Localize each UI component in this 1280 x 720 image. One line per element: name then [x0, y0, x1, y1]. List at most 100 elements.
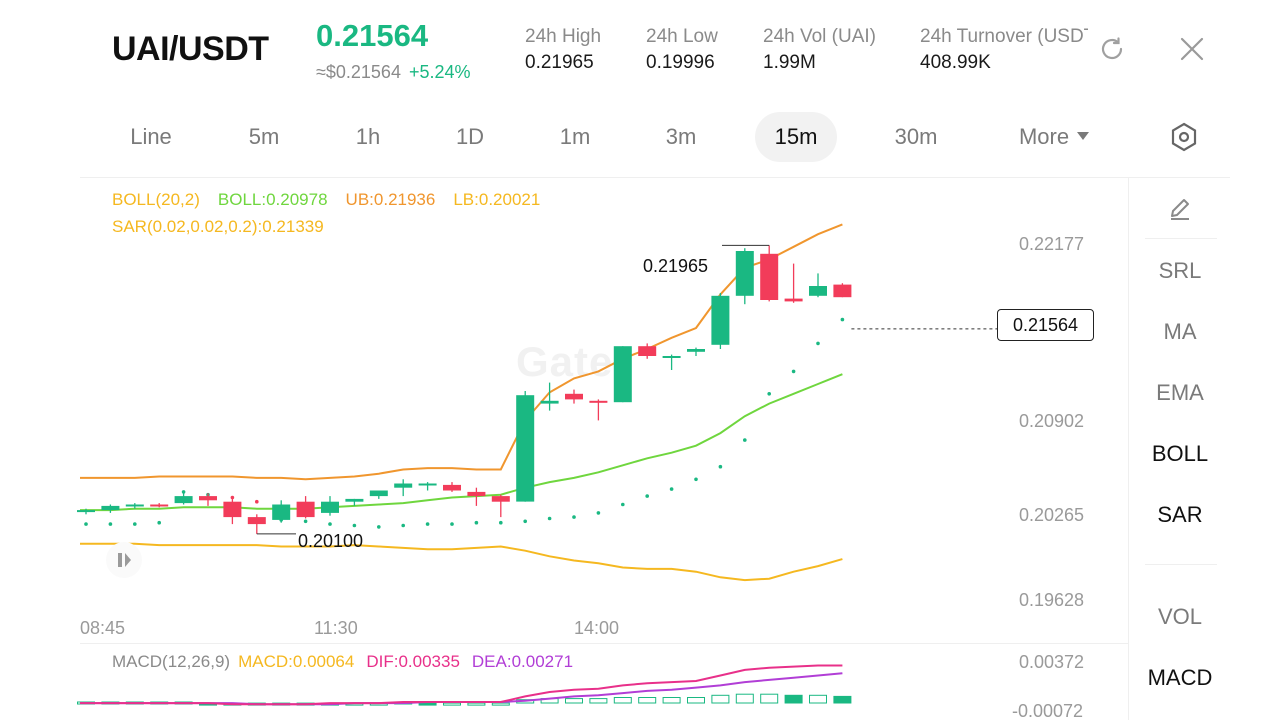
tab-1d[interactable]: 1D — [455, 124, 485, 149]
sar-dot — [84, 522, 88, 526]
stat-value: 1.99M — [763, 52, 816, 73]
sar-dot — [621, 502, 625, 507]
candle — [833, 283, 852, 298]
macd-histogram-bar — [443, 702, 461, 706]
stat-label: 24h Low — [646, 26, 718, 47]
macd-histogram-bar — [613, 697, 632, 704]
hexagon-settings-icon[interactable] — [1160, 112, 1208, 162]
candle — [443, 482, 461, 492]
candle — [760, 245, 779, 302]
candle-body — [540, 400, 559, 404]
candle-body — [784, 298, 803, 302]
sar-dot — [474, 520, 479, 525]
candle — [491, 494, 510, 518]
candle-body — [565, 393, 583, 400]
divider — [80, 177, 1230, 178]
candle-body — [760, 253, 779, 300]
side-tool-vol[interactable]: VOL — [1157, 604, 1203, 629]
boll-upper-band — [80, 223, 843, 481]
sar-dot — [450, 522, 454, 526]
candle — [369, 490, 388, 499]
candle — [662, 354, 681, 370]
candle-body — [809, 286, 827, 296]
fiat-price: ≈$0.21564 — [316, 62, 401, 82]
sar-dot — [499, 520, 503, 525]
macd-histogram-bar — [760, 693, 779, 704]
candle — [687, 347, 705, 356]
macd-histogram-bar — [784, 694, 803, 704]
sar-dot — [425, 522, 430, 526]
macd-value: MACD:0.00064 — [238, 652, 355, 671]
candle — [809, 273, 827, 298]
stat-value: 0.19996 — [646, 52, 715, 73]
candle — [247, 514, 266, 534]
macd-params: MACD(12,26,9) — [112, 652, 231, 671]
sar-dot — [401, 523, 406, 528]
side-tool-ema[interactable]: EMA — [1156, 380, 1204, 405]
candle — [150, 503, 169, 508]
side-tool-boll[interactable]: BOLL — [1151, 441, 1209, 466]
candle-body — [418, 483, 437, 486]
candle-body — [174, 496, 193, 504]
candle-body — [638, 346, 657, 356]
close-icon[interactable] — [1175, 32, 1209, 66]
macd-axis-label: -0.00072 — [1012, 701, 1084, 720]
candle — [565, 389, 583, 404]
candle-body — [296, 501, 315, 518]
candle — [589, 399, 608, 421]
side-tool-ma[interactable]: MA — [1163, 319, 1197, 344]
rotate-icon[interactable] — [106, 542, 142, 578]
sar-dot — [645, 494, 649, 498]
side-tool-srl[interactable]: SRL — [1158, 258, 1202, 283]
candle-body — [467, 491, 486, 497]
boll-lb-value: LB:0.20021 — [453, 190, 541, 209]
sar-dot — [669, 487, 674, 491]
tab-1h[interactable]: 1h — [355, 124, 381, 149]
sar-dot — [108, 522, 113, 526]
tab-more-label: More — [1018, 124, 1070, 149]
candle-body — [516, 395, 535, 502]
sar-dot — [523, 519, 527, 524]
macd-histogram-bar — [565, 698, 583, 704]
sar-dot — [694, 477, 698, 482]
tab-line[interactable]: Line — [130, 124, 172, 149]
candle — [516, 391, 535, 502]
sar-dot — [547, 516, 552, 521]
refresh-icon[interactable] — [1095, 32, 1129, 66]
tab-1m[interactable]: 1m — [559, 124, 591, 149]
stat-value: 408.99K — [920, 52, 991, 73]
candle-body — [272, 504, 291, 520]
candle-body — [199, 496, 217, 501]
side-tool-macd[interactable]: MACD — [1147, 665, 1213, 690]
candle — [174, 491, 193, 505]
pencil-icon[interactable] — [1129, 196, 1231, 228]
divider — [1145, 238, 1217, 239]
boll-middle-band — [80, 373, 843, 512]
chevron-down-icon — [1077, 132, 1090, 141]
sar-legend: SAR(0.02,0.02,0.2):0.21339 — [112, 217, 324, 236]
high-marker-label: 0.21965 — [643, 256, 709, 276]
tab-5m[interactable]: 5m — [248, 124, 280, 149]
dif-value: DIF:0.00335 — [366, 652, 460, 671]
sar-dot — [254, 499, 259, 504]
stat-24h-vol: 24h Vol (UAI) 1.99M — [763, 26, 876, 74]
candle — [540, 382, 559, 411]
tab-30m[interactable]: 30m — [894, 124, 938, 149]
pair-title[interactable]: UAI/USDT — [112, 30, 269, 68]
candle — [125, 503, 144, 509]
tab-15m[interactable]: 15m — [755, 112, 837, 162]
last-price: 0.21564 — [316, 18, 429, 53]
candle — [784, 263, 803, 303]
candle-body — [711, 295, 730, 345]
candle-body — [613, 346, 632, 403]
side-tool-sar[interactable]: SAR — [1157, 502, 1203, 527]
tab-more[interactable]: More — [1002, 112, 1106, 162]
candle-body — [101, 505, 120, 511]
macd-histogram-bar — [662, 697, 681, 704]
candle — [711, 293, 730, 349]
sar-dot — [352, 523, 357, 528]
sar-dot — [718, 464, 723, 469]
stat-label: 24h Turnover (USDT) — [920, 26, 1088, 47]
tab-3m[interactable]: 3m — [665, 124, 697, 149]
